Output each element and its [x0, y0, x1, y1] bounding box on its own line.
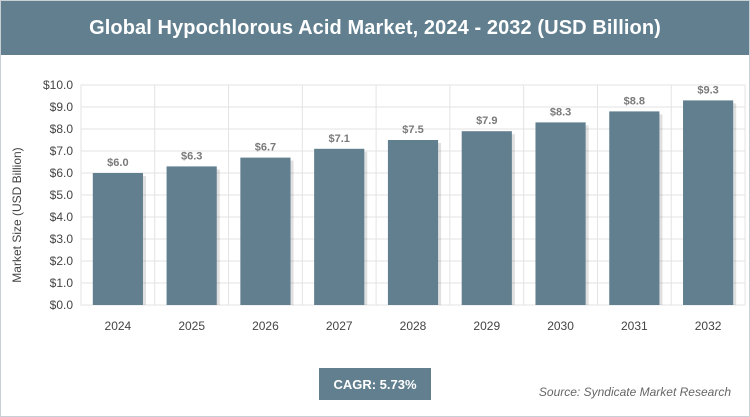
bar-value-label: $9.3: [697, 84, 718, 96]
bar-value-label: $6.7: [255, 142, 276, 154]
bar: [92, 173, 143, 305]
y-tick-label: $1.0: [50, 276, 74, 290]
x-tick-label: 2032: [695, 319, 722, 333]
x-tick-label: 2030: [547, 319, 574, 333]
x-tick-label: 2025: [178, 319, 205, 333]
bar: [461, 131, 512, 305]
bar-value-label: $8.8: [624, 95, 645, 107]
bar-value-label: $6.3: [181, 150, 202, 162]
y-tick-label: $0.0: [50, 298, 74, 312]
bar: [535, 122, 586, 306]
bar-value-label: $7.1: [329, 133, 350, 145]
x-tick-label: 2024: [105, 319, 132, 333]
bar-value-label: $7.9: [476, 115, 497, 127]
chart-title: Global Hypochlorous Acid Market, 2024 - …: [89, 16, 661, 39]
x-tick-label: 2029: [473, 319, 500, 333]
y-tick-label: $2.0: [50, 254, 74, 268]
cagr-badge: CAGR: 5.73%: [319, 368, 431, 400]
y-tick-label: $3.0: [50, 232, 74, 246]
y-tick-label: $5.0: [50, 188, 74, 202]
bar: [683, 100, 734, 306]
y-axis-label: Market Size (USD Billion): [10, 147, 24, 282]
y-tick-label: $6.0: [50, 166, 74, 180]
bar-value-label: $6.0: [107, 157, 128, 169]
bar-value-label: $8.3: [550, 106, 571, 118]
bar-value-label: $7.5: [402, 124, 423, 136]
y-tick-label: $10.0: [43, 78, 73, 92]
x-tick-label: 2031: [621, 319, 648, 333]
y-tick-label: $4.0: [50, 210, 74, 224]
title-banner: Global Hypochlorous Acid Market, 2024 - …: [1, 1, 749, 55]
bar-chart: $0.0 $1.0 $2.0 $3.0 $4.0 $5.0 $6.0 $7.0 $8.0 $9.0…: [10, 78, 746, 333]
bar: [166, 166, 217, 305]
x-tick-label: 2028: [400, 319, 427, 333]
y-tick-label: $7.0: [50, 144, 74, 158]
bar: [240, 157, 291, 305]
bar: [387, 140, 439, 305]
x-tick-label: 2027: [326, 319, 353, 333]
bar: [609, 111, 660, 306]
x-tick-label: 2026: [252, 319, 279, 333]
source-note: Source: Syndicate Market Research: [538, 385, 731, 399]
y-tick-label: $9.0: [50, 100, 74, 114]
bar: [314, 148, 365, 305]
y-tick-label: $8.0: [50, 122, 74, 136]
